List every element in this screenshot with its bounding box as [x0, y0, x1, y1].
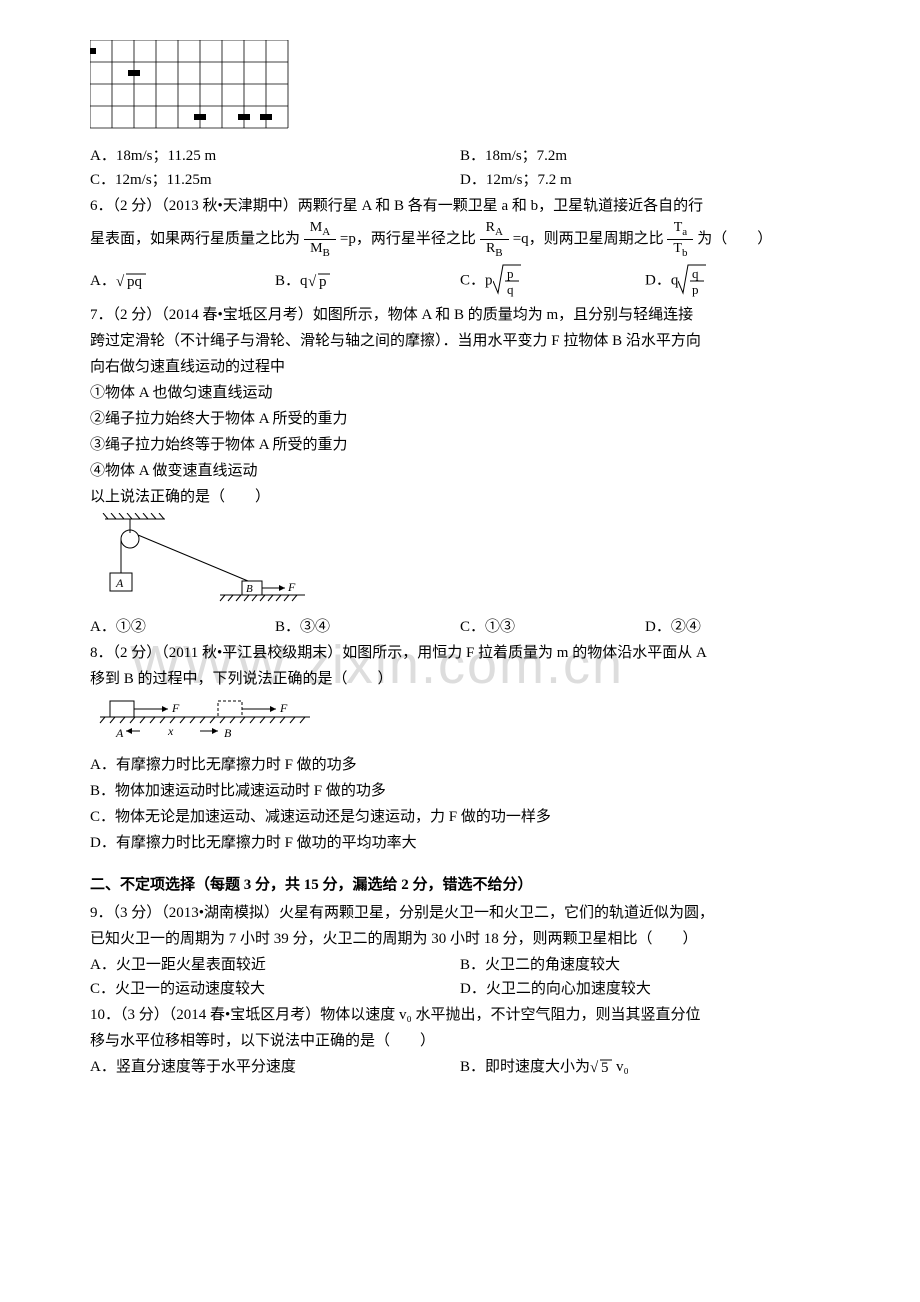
q5-opt-c: C．12m/s；11.25m: [90, 168, 460, 192]
svg-text:F: F: [279, 701, 288, 715]
q6-text: 星表面，如果两行星质量之比为: [90, 231, 300, 247]
q7-s4: ④物体 A 做变速直线运动: [90, 459, 830, 483]
q7-s1: ①物体 A 也做匀速直线运动: [90, 381, 830, 405]
svg-text:q: q: [692, 266, 699, 281]
q7-ask: 以上说法正确的是（ ）: [90, 485, 830, 509]
q8-figure: F F A B x: [90, 695, 830, 749]
q7-line3: 向右做匀速直线运动的过程中: [90, 355, 830, 379]
q9-options: A．火卫一距火星表面较近 B．火卫二的角速度较大 C．火卫一的运动速度较大 D．…: [90, 953, 830, 1001]
q6-frac-mass: MA MB: [304, 220, 336, 259]
svg-text:p: p: [692, 282, 699, 297]
q7-figure: A B F: [90, 513, 830, 611]
q8-line1: 8．（2 分）（2011 秋•平江县校级期末）如图所示，用恒力 F 拉着质量为 …: [90, 641, 830, 665]
q6-text: =p，两行星半径之比: [340, 231, 476, 247]
q5-options: A．18m/s；11.25 m B．18m/s；7.2m C．12m/s；11.…: [90, 144, 830, 192]
q7-options: A．①② B．③④ C．①③ D．②④: [90, 615, 830, 639]
q6-text: =q，则两卫星周期之比: [513, 231, 664, 247]
q8-opt-d: D．有摩擦力时比无摩擦力时 F 做功的平均功率大: [90, 831, 830, 855]
q8-opt-b: B．物体加速运动时比减速运动时 F 做的功多: [90, 779, 830, 803]
section2-heading: 二、不定项选择（每题 3 分，共 15 分，漏选给 2 分，错选不给分）: [90, 873, 830, 897]
q6-opt-d: D．qqp: [645, 261, 830, 301]
q7-opt-d: D．②④: [645, 615, 830, 639]
svg-text:B: B: [224, 726, 232, 740]
q6-stem-line1: 6．（2 分）（2013 秋•天津期中）两颗行星 A 和 B 各有一颗卫星 a …: [90, 194, 830, 218]
q8-opt-a: A．有摩擦力时比无摩擦力时 F 做的功多: [90, 753, 830, 777]
q5-opt-b: B．18m/s；7.2m: [460, 144, 830, 168]
q6-stem-line2: 星表面，如果两行星质量之比为 MA MB =p，两行星半径之比 RA RB =q…: [90, 220, 830, 259]
q6-frac-radius: RA RB: [480, 220, 509, 259]
q7-opt-b: B．③④: [275, 615, 460, 639]
q9-line2: 已知火卫一的周期为 7 小时 39 分，火卫二的周期为 30 小时 18 分，则…: [90, 927, 830, 951]
q6-opt-a: A．√pq: [90, 269, 275, 293]
svg-text:p: p: [319, 274, 327, 290]
q7-opt-c: C．①③: [460, 615, 645, 639]
svg-text:B: B: [246, 583, 253, 595]
svg-text:F: F: [171, 701, 180, 715]
svg-text:x: x: [167, 724, 174, 738]
q10-options: A．竖直分速度等于水平分速度 B．即时速度大小为√5v₀: [90, 1055, 830, 1079]
svg-text:q: q: [507, 282, 514, 297]
q5-opt-d: D．12m/s；7.2 m: [460, 168, 830, 192]
q5-grid-figure: [90, 40, 830, 140]
q10-line1: 10．（3 分）（2014 春•宝坻区月考）物体以速度 v₀ 水平抛出，不计空气…: [90, 1003, 830, 1027]
q7-opt-a: A．①②: [90, 615, 275, 639]
q10-opt-b: B．即时速度大小为√5v₀: [460, 1055, 830, 1079]
q9-line1: 9．（3 分）（2013•湖南模拟）火星有两颗卫星，分别是火卫一和火卫二，它们的…: [90, 901, 830, 925]
svg-text:p: p: [507, 266, 514, 281]
svg-text:5: 5: [601, 1060, 609, 1076]
q6-opt-c: C．ppq: [460, 261, 645, 301]
q9-opt-c: C．火卫一的运动速度较大: [90, 977, 460, 1001]
svg-text:A: A: [115, 726, 124, 740]
q9-opt-b: B．火卫二的角速度较大: [460, 953, 830, 977]
q8-line2: 移到 B 的过程中，下列说法正确的是（ ）: [90, 667, 830, 691]
q10-line2: 移与水平位移相等时，以下说法中正确的是（ ）: [90, 1029, 830, 1053]
svg-text:F: F: [287, 580, 296, 594]
q6-opt-b: B．q√p: [275, 269, 460, 293]
q6-text: 为（ ）: [697, 231, 772, 247]
svg-text:√: √: [308, 274, 317, 290]
q7-s3: ③绳子拉力始终等于物体 A 所受的重力: [90, 433, 830, 457]
svg-text:√: √: [116, 274, 125, 290]
svg-text:√: √: [590, 1060, 599, 1076]
q6-frac-period: Ta Tb: [667, 220, 693, 259]
q9-opt-d: D．火卫二的向心加速度较大: [460, 977, 830, 1001]
q10-opt-a: A．竖直分速度等于水平分速度: [90, 1055, 460, 1079]
q6-options: A．√pq B．q√p C．ppq D．qqp: [90, 261, 830, 301]
svg-text:A: A: [115, 576, 124, 590]
svg-text:pq: pq: [127, 274, 143, 290]
q7-s2: ②绳子拉力始终大于物体 A 所受的重力: [90, 407, 830, 431]
q9-opt-a: A．火卫一距火星表面较近: [90, 953, 460, 977]
q7-line2: 跨过定滑轮（不计绳子与滑轮、滑轮与轴之间的摩擦）．当用水平变力 F 拉物体 B …: [90, 329, 830, 353]
q5-opt-a: A．18m/s；11.25 m: [90, 144, 460, 168]
q7-line1: 7．（2 分）（2014 春•宝坻区月考）如图所示，物体 A 和 B 的质量均为…: [90, 303, 830, 327]
q8-opt-c: C．物体无论是加速运动、减速运动还是匀速运动，力 F 做的功一样多: [90, 805, 830, 829]
